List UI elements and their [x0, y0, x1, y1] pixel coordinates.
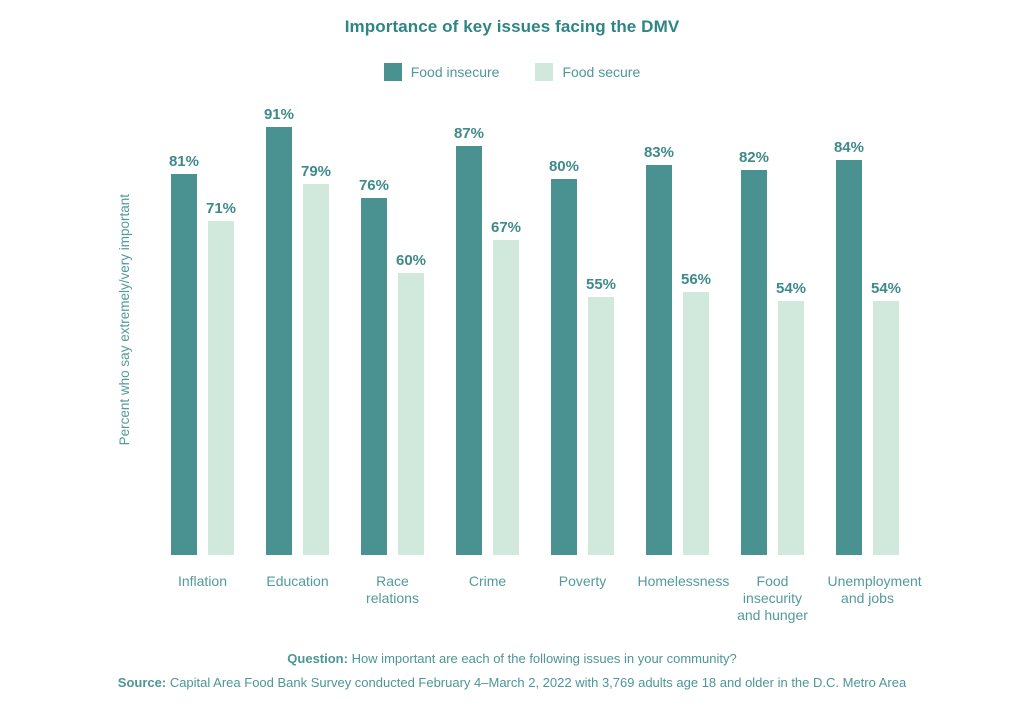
category-labels: Inflation Education Race relations Crime Pov… — [155, 555, 922, 624]
legend: Food insecure Food secure — [0, 63, 1024, 81]
bar-group: 76% 60% — [345, 85, 440, 555]
value-label: 82% — [738, 148, 769, 166]
bar-food-insecure — [550, 179, 577, 555]
bar-food-secure — [588, 296, 615, 555]
plot-area: 81% 71% 91% 79% 76% 60% 87% 67% 80% 55% 83% 56% 82% 5… — [155, 85, 915, 555]
question-prefix: Question: — [287, 651, 348, 666]
legend-label: Food secure — [562, 64, 641, 80]
legend-item-food-insecure: Food insecure — [383, 63, 500, 81]
bar-food-insecure — [360, 197, 387, 555]
value-label: 56% — [681, 270, 712, 288]
chart-area: 81% 71% 91% 79% 76% 60% 87% 67% 80% 55% 83% 56% 82% 5… — [155, 85, 922, 624]
bar-food-insecure — [740, 169, 767, 555]
bar-food-insecure — [645, 164, 672, 555]
category-label: Food insecurity and hunger — [737, 573, 808, 624]
food-insecure-swatch-icon — [383, 63, 402, 81]
value-label: 67% — [491, 219, 522, 237]
legend-item-food-secure: Food secure — [535, 63, 640, 81]
value-label: 54% — [871, 280, 902, 298]
bar-food-insecure — [170, 174, 197, 555]
food-secure-swatch-icon — [535, 63, 554, 81]
value-label: 87% — [453, 125, 484, 143]
bar-food-secure — [208, 221, 235, 555]
bar-food-insecure — [835, 160, 862, 555]
bar-food-secure — [778, 301, 805, 555]
bar-food-insecure — [455, 146, 482, 555]
legend-label: Food insecure — [410, 64, 500, 80]
source-text: Capital Area Food Bank Survey conducted … — [166, 675, 907, 690]
value-label: 71% — [206, 200, 237, 218]
value-label: 80% — [548, 158, 579, 175]
bar-group: 81% 71% — [155, 85, 250, 555]
bar-group: 82% 54% — [725, 85, 820, 555]
bar-group: 84% 54% — [820, 85, 915, 555]
category-label: Education — [266, 573, 329, 589]
bar-food-secure — [493, 240, 520, 555]
category-label: Unemployment and jobs — [827, 573, 922, 607]
bar-group: 91% 79% — [250, 85, 345, 555]
category-label: Inflation — [177, 573, 228, 589]
bar-food-insecure — [265, 127, 292, 555]
value-label: 83% — [643, 143, 674, 161]
source-prefix: Source: — [117, 675, 167, 690]
bar-food-secure — [873, 301, 900, 555]
y-axis-label: Percent who say extremely/very important — [116, 194, 132, 446]
value-label: 81% — [168, 153, 199, 171]
bar-food-secure — [398, 273, 425, 555]
bar-group: 87% 67% — [440, 85, 535, 555]
category-label: Crime — [468, 573, 507, 589]
value-label: 60% — [396, 252, 427, 269]
question-line: Question: How important are each of the … — [0, 651, 1024, 666]
question-text: How important are each of the following … — [347, 651, 737, 666]
value-label: 55% — [586, 275, 617, 293]
source-line: Source: Capital Area Food Bank Survey co… — [0, 675, 1024, 690]
page-title: Importance of key issues facing the DMV — [344, 17, 680, 36]
value-label: 54% — [776, 280, 807, 298]
bar-group: 80% 55% — [535, 85, 630, 555]
category-label: Poverty — [558, 573, 607, 589]
value-label: 84% — [833, 139, 864, 157]
footer: Question: How important are each of the … — [0, 651, 1024, 699]
bar-food-secure — [683, 291, 710, 555]
bar-food-secure — [303, 183, 330, 555]
value-label: 79% — [301, 162, 332, 180]
value-label: 91% — [263, 106, 294, 124]
category-label: Race relations — [366, 573, 419, 607]
value-label: 76% — [358, 176, 389, 194]
category-label: Homelessness — [637, 573, 730, 589]
bar-group: 83% 56% — [630, 85, 725, 555]
